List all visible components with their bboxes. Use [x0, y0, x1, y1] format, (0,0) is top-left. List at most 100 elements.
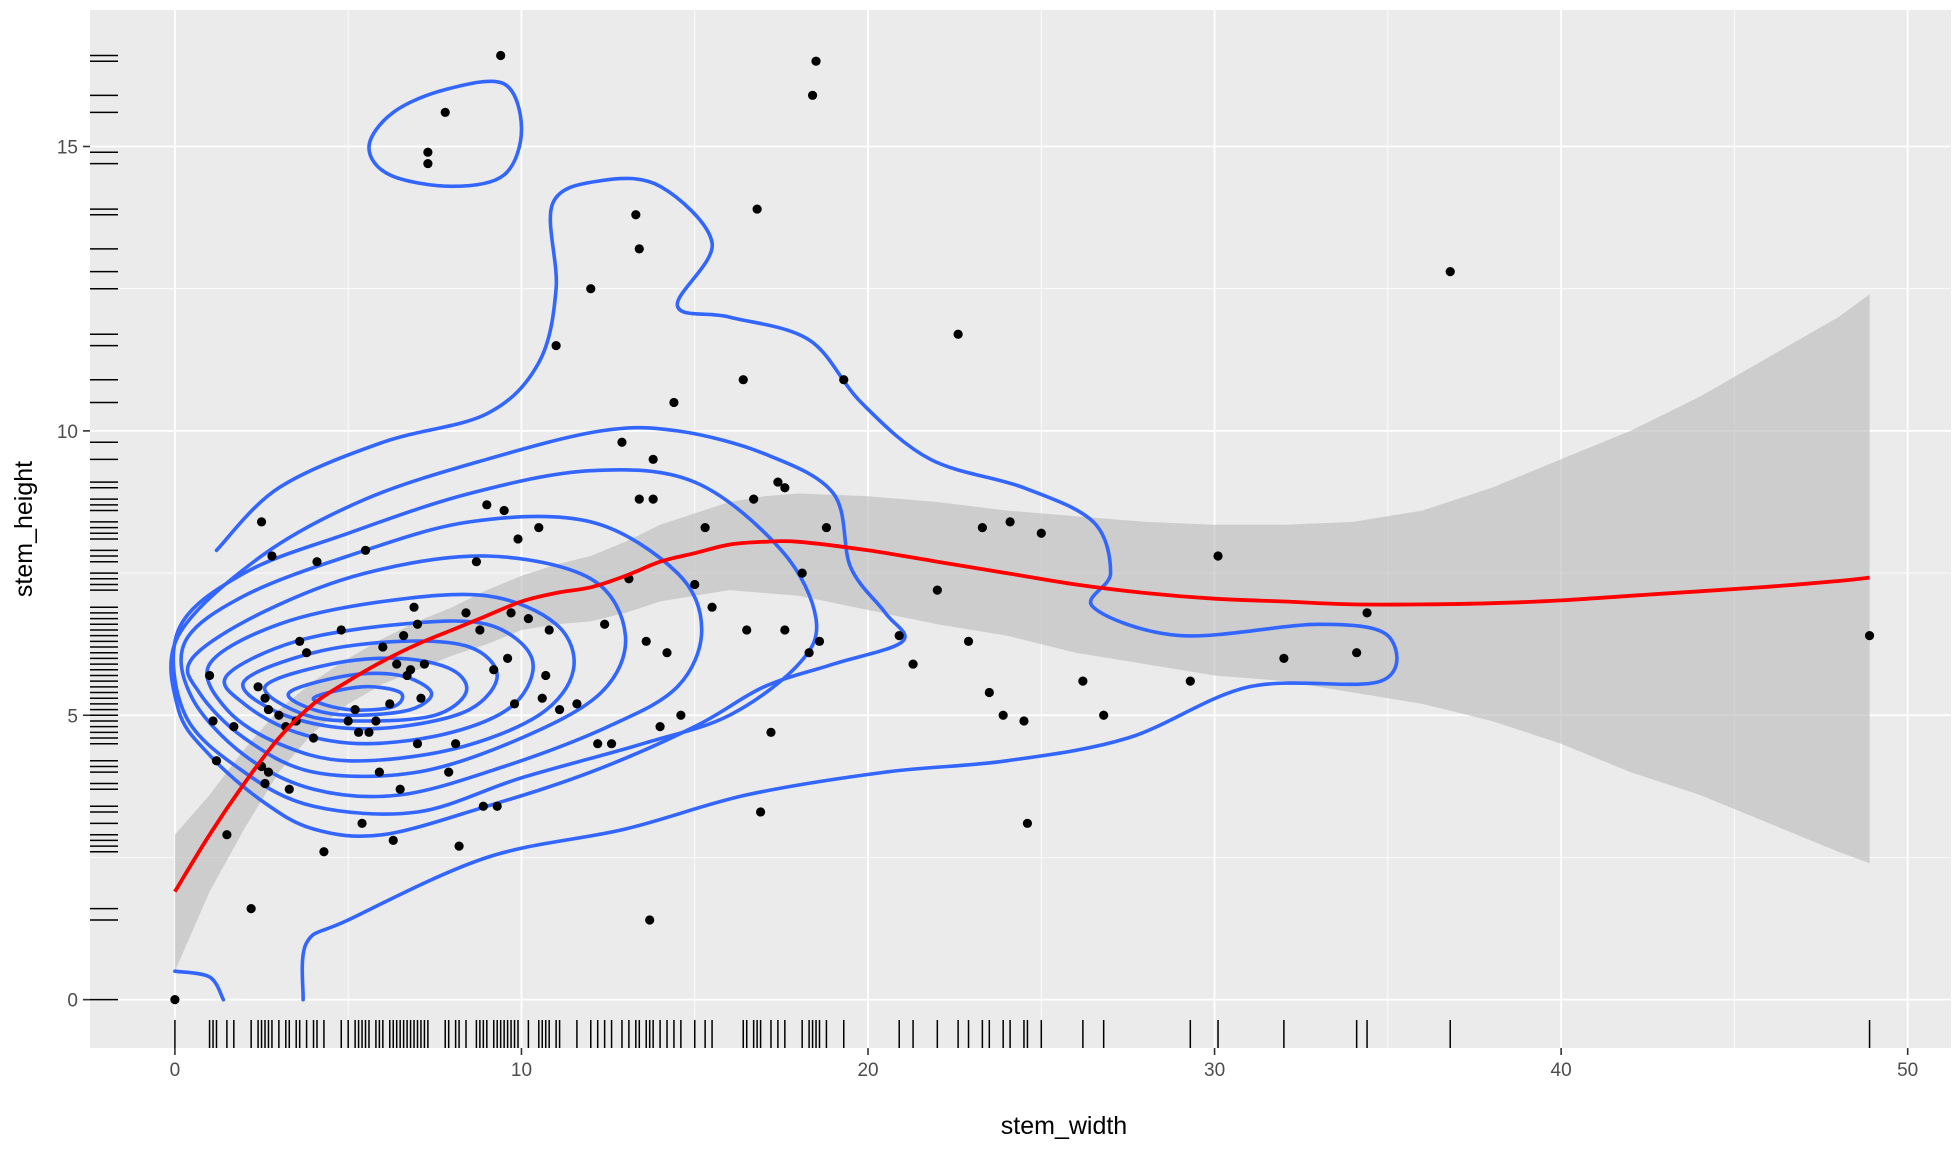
data-point	[412, 739, 423, 749]
data-point	[1036, 528, 1046, 538]
data-point	[471, 557, 482, 567]
y-axis-title: stem_height	[10, 461, 38, 597]
data-point	[509, 699, 520, 709]
data-point	[908, 659, 918, 669]
data-point	[749, 494, 759, 504]
data-point	[537, 693, 547, 703]
data-point	[492, 801, 502, 811]
confidence-ribbon-layer	[174, 294, 1870, 972]
data-point	[357, 818, 367, 828]
data-point	[267, 551, 277, 561]
data-point	[454, 841, 464, 851]
data-point	[256, 517, 267, 527]
data-point	[1099, 710, 1109, 720]
data-point	[655, 722, 665, 732]
data-point	[1185, 676, 1195, 686]
data-point	[811, 56, 821, 66]
data-point	[378, 642, 388, 652]
data-point	[263, 704, 274, 715]
density-contour	[179, 514, 704, 799]
data-point	[541, 670, 551, 681]
data-point	[690, 579, 700, 590]
data-point	[634, 494, 644, 504]
data-point	[669, 397, 679, 408]
density-contour	[286, 671, 434, 718]
data-point	[593, 739, 603, 749]
data-point	[534, 522, 544, 533]
data-point	[374, 767, 384, 777]
data-point	[478, 801, 488, 811]
data-point	[295, 636, 305, 646]
x-tick-label: 20	[857, 1060, 878, 1081]
data-point	[395, 784, 405, 794]
data-point	[502, 653, 513, 663]
data-point	[1352, 648, 1362, 658]
density-contour	[214, 176, 1399, 1002]
data-point	[738, 375, 748, 385]
data-point	[405, 665, 416, 675]
data-point	[814, 636, 825, 646]
density-contour	[185, 554, 628, 779]
data-point	[797, 568, 807, 578]
density-contour	[311, 684, 405, 712]
data-point	[475, 625, 485, 635]
data-point	[1445, 267, 1455, 277]
density-contour	[169, 425, 907, 838]
data-point	[1078, 676, 1088, 686]
data-point	[984, 687, 994, 698]
data-point	[780, 483, 790, 493]
data-point	[932, 585, 942, 595]
data-point	[1005, 517, 1015, 527]
data-point	[263, 767, 274, 777]
data-point	[253, 682, 263, 692]
data-point	[977, 522, 987, 533]
data-point	[606, 739, 617, 749]
data-point	[773, 477, 783, 487]
data-point	[506, 608, 516, 618]
x-tick-label: 30	[1204, 1060, 1225, 1081]
x-tick-label: 10	[511, 1060, 532, 1081]
data-point	[648, 494, 658, 504]
data-point	[648, 454, 658, 464]
data-point	[634, 244, 644, 254]
data-point	[399, 631, 409, 641]
data-point	[700, 522, 710, 533]
data-point	[755, 807, 766, 817]
data-point	[409, 602, 419, 612]
data-point	[308, 733, 319, 743]
data-point	[496, 50, 506, 61]
data-point	[461, 608, 471, 618]
data-point	[451, 739, 461, 749]
data-point	[353, 727, 364, 737]
data-point	[412, 619, 423, 629]
x-tick-label: 40	[1551, 1060, 1572, 1081]
data-point	[336, 625, 346, 635]
density-contour	[263, 656, 469, 723]
data-point	[385, 699, 395, 709]
data-point	[707, 602, 717, 612]
data-point	[499, 505, 509, 516]
data-point	[631, 210, 641, 220]
data-point	[551, 340, 561, 351]
data-point	[416, 693, 426, 703]
data-point	[513, 534, 523, 544]
data-point	[998, 710, 1008, 720]
density-contour-layer	[169, 79, 1399, 1002]
data-point	[600, 619, 610, 629]
data-point	[804, 648, 814, 658]
data-point	[260, 693, 270, 703]
data-point	[766, 727, 776, 737]
data-point	[641, 636, 651, 646]
data-point	[343, 716, 353, 726]
data-point	[211, 756, 222, 766]
data-point	[419, 659, 430, 669]
data-point	[301, 648, 312, 658]
data-point	[284, 784, 294, 794]
data-point	[204, 670, 215, 681]
y-tick-label: 15	[57, 138, 78, 159]
x-tick-label: 50	[1897, 1060, 1918, 1081]
axis-layer: 0 10 20 30 40 50 0 5 10 15	[57, 138, 1918, 1081]
data-point	[229, 722, 239, 732]
x-axis-title: stem_width	[1001, 1112, 1127, 1140]
